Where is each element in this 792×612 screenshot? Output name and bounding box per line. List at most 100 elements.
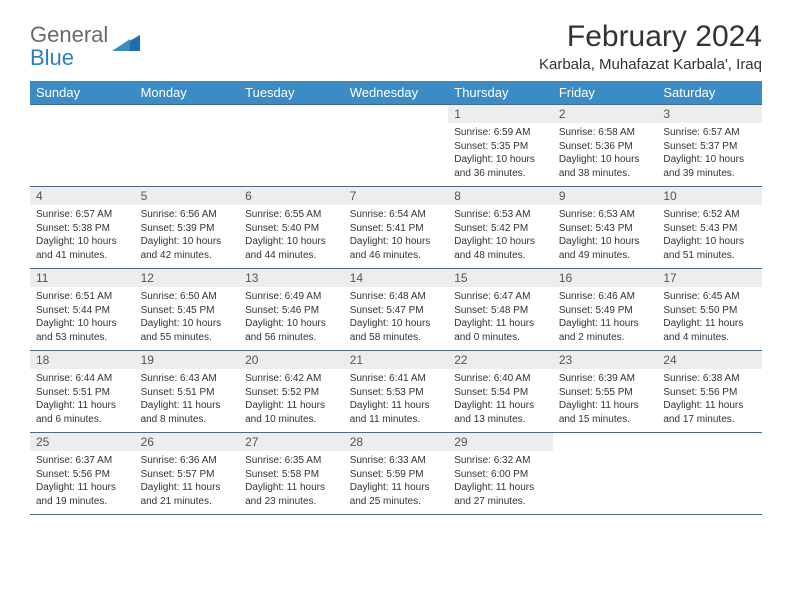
daylight-text: Daylight: 11 hours and 8 minutes. [141, 399, 234, 426]
daylight-text: Daylight: 11 hours and 25 minutes. [350, 481, 443, 508]
daylight-text: Daylight: 11 hours and 10 minutes. [245, 399, 338, 426]
sunset-text: Sunset: 5:45 PM [141, 304, 234, 318]
calendar-day-cell: 2Sunrise: 6:58 AMSunset: 5:36 PMDaylight… [553, 105, 658, 187]
calendar-day-cell: 25Sunrise: 6:37 AMSunset: 5:56 PMDayligh… [30, 433, 135, 515]
day-body: Sunrise: 6:35 AMSunset: 5:58 PMDaylight:… [239, 451, 344, 512]
sunset-text: Sunset: 5:39 PM [141, 222, 234, 236]
day-header: Wednesday [344, 81, 449, 105]
sunrise-text: Sunrise: 6:47 AM [454, 290, 547, 304]
daylight-text: Daylight: 11 hours and 21 minutes. [141, 481, 234, 508]
calendar-table: SundayMondayTuesdayWednesdayThursdayFrid… [30, 81, 762, 515]
sunset-text: Sunset: 5:38 PM [36, 222, 129, 236]
day-header: Thursday [448, 81, 553, 105]
sunset-text: Sunset: 5:55 PM [559, 386, 652, 400]
sunrise-text: Sunrise: 6:52 AM [663, 208, 756, 222]
daylight-text: Daylight: 10 hours and 56 minutes. [245, 317, 338, 344]
day-number: 22 [448, 351, 553, 369]
sunset-text: Sunset: 5:56 PM [36, 468, 129, 482]
title-block: February 2024 Karbala, Muhafazat Karbala… [539, 20, 762, 73]
calendar-day-cell: 26Sunrise: 6:36 AMSunset: 5:57 PMDayligh… [135, 433, 240, 515]
day-number: 1 [448, 105, 553, 123]
sunrise-text: Sunrise: 6:32 AM [454, 454, 547, 468]
calendar-day-cell: 14Sunrise: 6:48 AMSunset: 5:47 PMDayligh… [344, 269, 449, 351]
calendar-day-cell [553, 433, 658, 515]
day-number: 28 [344, 433, 449, 451]
day-body: Sunrise: 6:53 AMSunset: 5:42 PMDaylight:… [448, 205, 553, 266]
calendar-day-cell: 19Sunrise: 6:43 AMSunset: 5:51 PMDayligh… [135, 351, 240, 433]
daylight-text: Daylight: 11 hours and 0 minutes. [454, 317, 547, 344]
day-body: Sunrise: 6:40 AMSunset: 5:54 PMDaylight:… [448, 369, 553, 430]
daylight-text: Daylight: 11 hours and 27 minutes. [454, 481, 547, 508]
calendar-day-cell: 9Sunrise: 6:53 AMSunset: 5:43 PMDaylight… [553, 187, 658, 269]
calendar-day-cell: 12Sunrise: 6:50 AMSunset: 5:45 PMDayligh… [135, 269, 240, 351]
calendar-day-cell: 24Sunrise: 6:38 AMSunset: 5:56 PMDayligh… [657, 351, 762, 433]
day-number: 17 [657, 269, 762, 287]
daylight-text: Daylight: 11 hours and 13 minutes. [454, 399, 547, 426]
calendar-week-row: 4Sunrise: 6:57 AMSunset: 5:38 PMDaylight… [30, 187, 762, 269]
daylight-text: Daylight: 10 hours and 58 minutes. [350, 317, 443, 344]
calendar-day-cell: 16Sunrise: 6:46 AMSunset: 5:49 PMDayligh… [553, 269, 658, 351]
daylight-text: Daylight: 10 hours and 44 minutes. [245, 235, 338, 262]
sunrise-text: Sunrise: 6:33 AM [350, 454, 443, 468]
day-number: 27 [239, 433, 344, 451]
sunrise-text: Sunrise: 6:48 AM [350, 290, 443, 304]
logo: General Blue [30, 24, 140, 70]
sunrise-text: Sunrise: 6:53 AM [454, 208, 547, 222]
calendar-day-cell: 22Sunrise: 6:40 AMSunset: 5:54 PMDayligh… [448, 351, 553, 433]
sunset-text: Sunset: 5:44 PM [36, 304, 129, 318]
sunrise-text: Sunrise: 6:45 AM [663, 290, 756, 304]
sunrise-text: Sunrise: 6:55 AM [245, 208, 338, 222]
sunset-text: Sunset: 5:40 PM [245, 222, 338, 236]
day-number: 26 [135, 433, 240, 451]
daylight-text: Daylight: 10 hours and 49 minutes. [559, 235, 652, 262]
day-number: 23 [553, 351, 658, 369]
calendar-day-cell: 5Sunrise: 6:56 AMSunset: 5:39 PMDaylight… [135, 187, 240, 269]
sunrise-text: Sunrise: 6:42 AM [245, 372, 338, 386]
daylight-text: Daylight: 11 hours and 4 minutes. [663, 317, 756, 344]
sunset-text: Sunset: 6:00 PM [454, 468, 547, 482]
daylight-text: Daylight: 11 hours and 19 minutes. [36, 481, 129, 508]
day-header: Sunday [30, 81, 135, 105]
sunrise-text: Sunrise: 6:35 AM [245, 454, 338, 468]
sunset-text: Sunset: 5:56 PM [663, 386, 756, 400]
day-body: Sunrise: 6:59 AMSunset: 5:35 PMDaylight:… [448, 123, 553, 184]
calendar-day-cell [135, 105, 240, 187]
day-number: 24 [657, 351, 762, 369]
day-header: Monday [135, 81, 240, 105]
day-number: 2 [553, 105, 658, 123]
calendar-week-row: 11Sunrise: 6:51 AMSunset: 5:44 PMDayligh… [30, 269, 762, 351]
daylight-text: Daylight: 10 hours and 42 minutes. [141, 235, 234, 262]
sunset-text: Sunset: 5:58 PM [245, 468, 338, 482]
day-number: 18 [30, 351, 135, 369]
daylight-text: Daylight: 10 hours and 39 minutes. [663, 153, 756, 180]
day-body: Sunrise: 6:52 AMSunset: 5:43 PMDaylight:… [657, 205, 762, 266]
day-body: Sunrise: 6:44 AMSunset: 5:51 PMDaylight:… [30, 369, 135, 430]
sunset-text: Sunset: 5:42 PM [454, 222, 547, 236]
day-body: Sunrise: 6:50 AMSunset: 5:45 PMDaylight:… [135, 287, 240, 348]
sunrise-text: Sunrise: 6:53 AM [559, 208, 652, 222]
sunset-text: Sunset: 5:50 PM [663, 304, 756, 318]
calendar-day-cell: 6Sunrise: 6:55 AMSunset: 5:40 PMDaylight… [239, 187, 344, 269]
sunset-text: Sunset: 5:36 PM [559, 140, 652, 154]
day-number: 9 [553, 187, 658, 205]
calendar-day-cell: 21Sunrise: 6:41 AMSunset: 5:53 PMDayligh… [344, 351, 449, 433]
day-body: Sunrise: 6:32 AMSunset: 6:00 PMDaylight:… [448, 451, 553, 512]
sunrise-text: Sunrise: 6:39 AM [559, 372, 652, 386]
calendar-day-cell: 1Sunrise: 6:59 AMSunset: 5:35 PMDaylight… [448, 105, 553, 187]
sunset-text: Sunset: 5:49 PM [559, 304, 652, 318]
sunset-text: Sunset: 5:43 PM [663, 222, 756, 236]
daylight-text: Daylight: 11 hours and 11 minutes. [350, 399, 443, 426]
day-number: 10 [657, 187, 762, 205]
sunrise-text: Sunrise: 6:58 AM [559, 126, 652, 140]
sunrise-text: Sunrise: 6:36 AM [141, 454, 234, 468]
sunset-text: Sunset: 5:47 PM [350, 304, 443, 318]
day-body: Sunrise: 6:51 AMSunset: 5:44 PMDaylight:… [30, 287, 135, 348]
calendar-day-cell: 10Sunrise: 6:52 AMSunset: 5:43 PMDayligh… [657, 187, 762, 269]
day-number: 11 [30, 269, 135, 287]
day-body: Sunrise: 6:57 AMSunset: 5:38 PMDaylight:… [30, 205, 135, 266]
day-header: Friday [553, 81, 658, 105]
day-body: Sunrise: 6:42 AMSunset: 5:52 PMDaylight:… [239, 369, 344, 430]
day-body: Sunrise: 6:49 AMSunset: 5:46 PMDaylight:… [239, 287, 344, 348]
sunrise-text: Sunrise: 6:57 AM [36, 208, 129, 222]
calendar-day-cell: 27Sunrise: 6:35 AMSunset: 5:58 PMDayligh… [239, 433, 344, 515]
